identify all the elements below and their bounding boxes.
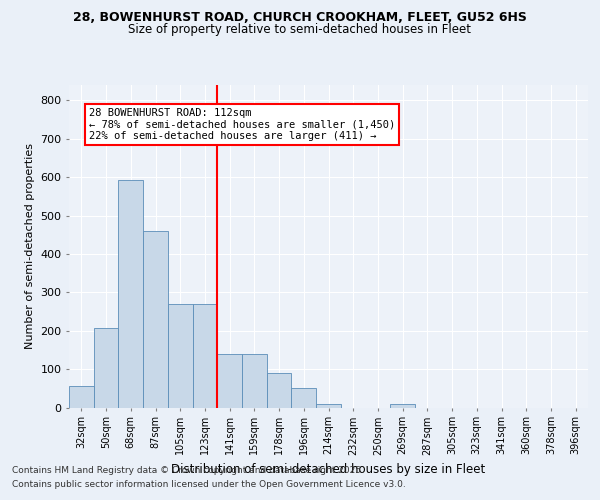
Bar: [292, 388, 316, 407]
Y-axis label: Number of semi-detached properties: Number of semi-detached properties: [25, 143, 35, 349]
Text: 28, BOWENHURST ROAD, CHURCH CROOKHAM, FLEET, GU52 6HS: 28, BOWENHURST ROAD, CHURCH CROOKHAM, FL…: [73, 11, 527, 24]
Bar: [193, 304, 217, 408]
Bar: [168, 304, 193, 408]
Text: Contains public sector information licensed under the Open Government Licence v3: Contains public sector information licen…: [12, 480, 406, 489]
Text: Size of property relative to semi-detached houses in Fleet: Size of property relative to semi-detach…: [128, 22, 472, 36]
Bar: [316, 404, 341, 407]
X-axis label: Distribution of semi-detached houses by size in Fleet: Distribution of semi-detached houses by …: [172, 463, 485, 476]
Bar: [94, 328, 118, 407]
Bar: [267, 373, 292, 408]
Bar: [69, 386, 94, 407]
Bar: [118, 180, 143, 408]
Bar: [143, 231, 168, 408]
Bar: [242, 354, 267, 408]
Bar: [217, 354, 242, 408]
Bar: [390, 404, 415, 407]
Text: 28 BOWENHURST ROAD: 112sqm
← 78% of semi-detached houses are smaller (1,450)
22%: 28 BOWENHURST ROAD: 112sqm ← 78% of semi…: [89, 108, 395, 141]
Text: Contains HM Land Registry data © Crown copyright and database right 2025.: Contains HM Land Registry data © Crown c…: [12, 466, 364, 475]
